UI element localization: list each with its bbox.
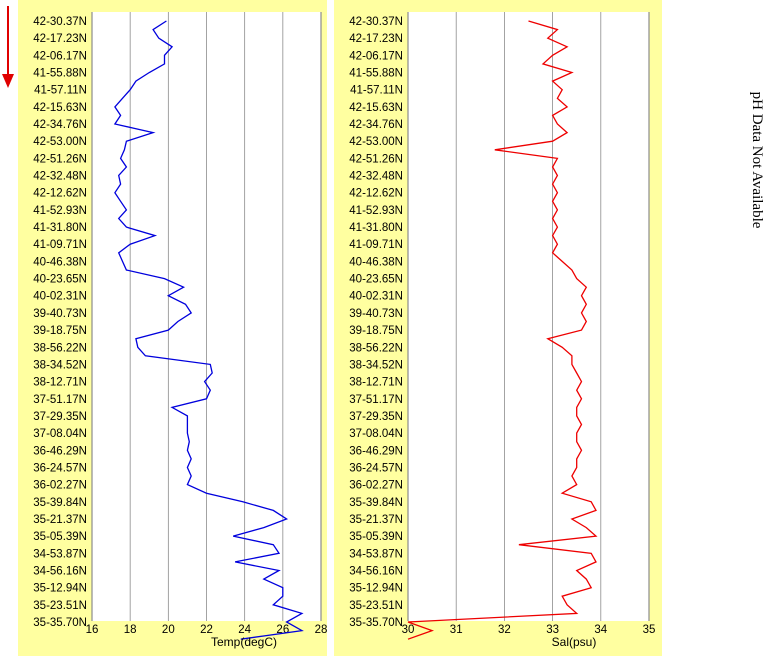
- temp-y-tick-label: 40-23.65N: [33, 274, 87, 286]
- temp-gridlines: [91, 12, 322, 621]
- temp-y-tick-label: 37-08.04N: [33, 428, 87, 440]
- temp-y-tick-label: 35-23.51N: [33, 600, 87, 612]
- sal-x-axis-title: Sal(psu): [552, 635, 597, 649]
- temp-y-tick-label: 40-46.38N: [33, 256, 87, 268]
- sal-y-axis-labels: 42-30.37N 42-17.23N 42-06.17N 41-55.88N 41-5…: [349, 16, 403, 629]
- sal-y-tick-label: 42-30.37N: [349, 16, 403, 28]
- temp-y-tick-label: 42-51.26N: [33, 153, 87, 165]
- sal-x-tick-label: 31: [450, 624, 463, 636]
- sal-y-tick-label: 41-31.80N: [349, 222, 403, 234]
- sal-y-tick-label: 36-02.27N: [349, 480, 403, 492]
- temp-y-tick-label: 35-12.94N: [33, 583, 87, 595]
- sal-y-tick-label: 35-39.84N: [349, 497, 403, 509]
- sal-y-tick-label: 42-51.26N: [349, 153, 403, 165]
- sal-y-tick-label: 41-57.11N: [350, 85, 403, 97]
- sal-y-tick-label: 37-29.35N: [349, 411, 403, 423]
- down-arrow-icon: [2, 6, 14, 88]
- temp-y-tick-label: 36-24.57N: [33, 462, 87, 474]
- sal-y-tick-label: 35-21.37N: [349, 514, 403, 526]
- temp-x-axis-title: Temp(degC): [211, 635, 277, 649]
- temp-x-tick-label: 18: [124, 624, 137, 636]
- temp-y-tick-label: 35-21.37N: [33, 514, 87, 526]
- sal-y-tick-label: 37-51.17N: [349, 394, 403, 406]
- temp-y-tick-label: 36-46.29N: [33, 445, 87, 457]
- sal-y-tick-label: 42-32.48N: [349, 171, 403, 183]
- sal-y-tick-label: 42-12.62N: [349, 188, 403, 200]
- sal-y-tick-label: 39-18.75N: [349, 325, 403, 337]
- temp-x-tick-label: 28: [315, 624, 328, 636]
- temp-y-tick-label: 35-05.39N: [33, 531, 87, 543]
- temp-y-tick-label: 41-57.11N: [34, 85, 87, 97]
- sal-x-tick-label: 32: [498, 624, 511, 636]
- sal-y-tick-label: 35-05.39N: [349, 531, 403, 543]
- sal-y-tick-label: 36-24.57N: [349, 462, 403, 474]
- temp-y-tick-label: 38-34.52N: [33, 359, 87, 371]
- sal-x-tick-label: 34: [594, 624, 607, 636]
- sal-y-tick-label: 42-17.23N: [349, 33, 403, 45]
- sal-series-line: [407, 20, 598, 640]
- temp-y-tick-label: 37-29.35N: [33, 411, 87, 423]
- temp-y-tick-label: 35-39.84N: [33, 497, 87, 509]
- temp-x-tick-label: 24: [238, 624, 251, 636]
- sal-y-tick-label: 42-34.76N: [349, 119, 403, 131]
- temp-y-tick-label: 35-35.70N: [33, 617, 87, 629]
- temp-y-tick-label: 36-02.27N: [33, 480, 87, 492]
- sal-y-tick-label: 41-09.71N: [349, 239, 403, 251]
- temp-y-tick-label: 41-31.80N: [33, 222, 87, 234]
- sal-y-tick-label: 34-53.87N: [349, 548, 403, 560]
- temp-x-tick-label: 22: [200, 624, 213, 636]
- temp-y-tick-label: 42-30.37N: [33, 16, 87, 28]
- sal-y-tick-label: 38-34.52N: [349, 359, 403, 371]
- sal-y-tick-label: 35-12.94N: [349, 583, 403, 595]
- temp-y-tick-label: 41-09.71N: [33, 239, 87, 251]
- sal-y-tick-label: 40-23.65N: [349, 274, 403, 286]
- sal-y-tick-label: 37-08.04N: [349, 428, 403, 440]
- temp-y-tick-label: 40-02.31N: [33, 291, 87, 303]
- temp-y-tick-label: 39-18.75N: [33, 325, 87, 337]
- temp-y-tick-label: 42-34.76N: [33, 119, 87, 131]
- sal-y-tick-label: 35-23.51N: [349, 600, 403, 612]
- sal-x-tick-label: 33: [546, 624, 559, 636]
- sal-y-tick-label: 38-56.22N: [349, 342, 403, 354]
- temp-series-line: [113, 20, 304, 640]
- sal-y-tick-label: 41-52.93N: [349, 205, 403, 217]
- temp-y-tick-label: 42-53.00N: [33, 136, 87, 148]
- sal-y-tick-label: 34-56.16N: [349, 565, 403, 577]
- sal-x-tick-label: 30: [402, 624, 415, 636]
- temp-y-tick-label: 34-53.87N: [33, 548, 87, 560]
- sal-y-tick-label: 40-02.31N: [349, 291, 403, 303]
- temp-y-tick-label: 42-17.23N: [33, 33, 87, 45]
- ph-unavailable-note: pH Data Not Available: [749, 92, 765, 229]
- sal-y-tick-label: 36-46.29N: [349, 445, 403, 457]
- sal-y-tick-label: 41-55.88N: [349, 68, 403, 80]
- temp-y-tick-label: 38-56.22N: [33, 342, 87, 354]
- sal-y-tick-label: 42-15.63N: [349, 102, 403, 114]
- temp-x-tick-label: 16: [86, 624, 99, 636]
- sal-y-tick-label: 42-06.17N: [349, 50, 403, 62]
- sal-y-tick-label: 39-40.73N: [349, 308, 403, 320]
- temp-y-tick-label: 34-56.16N: [33, 565, 87, 577]
- sal-plot-area: [408, 12, 649, 621]
- temp-y-axis-labels: 42-30.37N 42-17.23N 42-06.17N 41-55.88N 41-5…: [33, 16, 87, 629]
- temp-y-tick-label: 42-32.48N: [33, 171, 87, 183]
- temp-y-tick-label: 42-15.63N: [33, 102, 87, 114]
- sal-y-tick-label: 38-12.71N: [349, 377, 403, 389]
- temp-y-tick-label: 41-55.88N: [33, 68, 87, 80]
- temp-y-tick-label: 42-12.62N: [33, 188, 87, 200]
- sal-y-tick-label: 35-35.70N: [349, 617, 403, 629]
- temp-y-tick-label: 42-06.17N: [33, 50, 87, 62]
- temp-y-tick-label: 37-51.17N: [33, 394, 87, 406]
- sal-x-axis-ticks: 30 31 32 33 34 35: [402, 624, 656, 636]
- sal-y-tick-label: 40-46.38N: [349, 256, 403, 268]
- sal-x-tick-label: 35: [643, 624, 656, 636]
- temp-y-tick-label: 38-12.71N: [33, 377, 87, 389]
- sal-gridlines: [407, 12, 650, 621]
- temp-x-tick-label: 20: [162, 624, 175, 636]
- temp-y-tick-label: 39-40.73N: [33, 308, 87, 320]
- sal-y-tick-label: 42-53.00N: [349, 136, 403, 148]
- temp-y-tick-label: 41-52.93N: [33, 205, 87, 217]
